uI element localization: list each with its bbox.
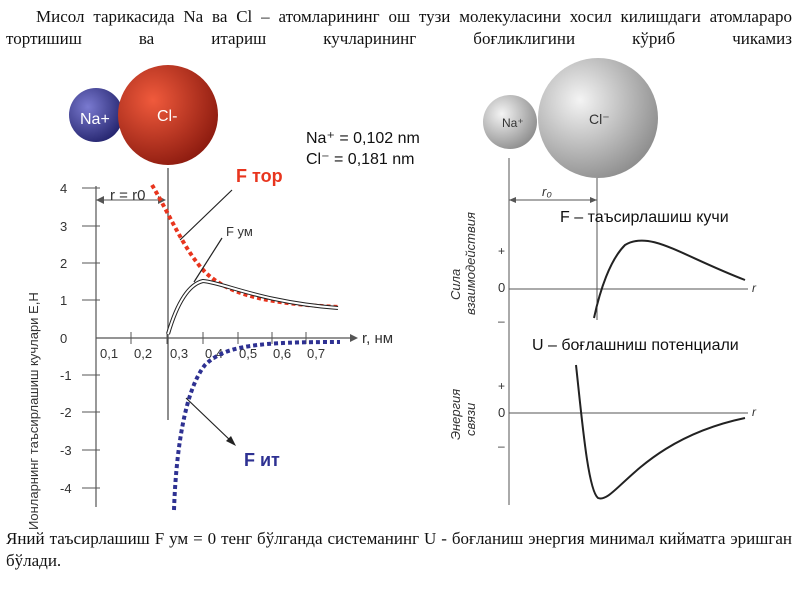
x-tick-0-4: 0,4 bbox=[205, 346, 223, 361]
x-axis-arrow bbox=[350, 334, 358, 342]
x-tick-0-3: 0,3 bbox=[170, 346, 188, 361]
r0-dim-arrow-right bbox=[590, 197, 597, 203]
r0-label: r = r0 bbox=[110, 187, 145, 204]
energy-minus-sign: – bbox=[498, 439, 505, 453]
energy-plus-sign: + bbox=[498, 379, 505, 393]
energy-r-label: r bbox=[752, 405, 757, 419]
cl-ion-grey-ball bbox=[538, 58, 658, 178]
y-tick-2: 2 bbox=[60, 256, 67, 271]
f-um-label: F ум bbox=[226, 224, 253, 239]
cl-radius-text: Cl⁻ = 0,181 nm bbox=[306, 151, 415, 168]
force-axis-title-2: взаимодействия bbox=[463, 212, 478, 315]
energy-zero-label: 0 bbox=[498, 405, 505, 420]
x-ticks bbox=[130, 332, 307, 344]
force-zero-label: 0 bbox=[498, 280, 505, 295]
y-tick-minus-2: -2 bbox=[60, 405, 72, 420]
y-tick-minus-4: -4 bbox=[60, 481, 72, 496]
y-tick-1: 1 bbox=[60, 293, 67, 308]
x-axis-label: r, нм bbox=[362, 330, 393, 347]
y-ticks bbox=[82, 187, 100, 489]
energy-curve bbox=[575, 364, 746, 500]
f-tor-label: F тор bbox=[236, 166, 283, 186]
na-ion-ball bbox=[69, 88, 123, 142]
cl-ion-ball bbox=[118, 65, 218, 165]
y-tick-minus-1: -1 bbox=[60, 368, 72, 383]
x-tick-0-7: 0,7 bbox=[307, 346, 325, 361]
na-ion-grey-label: Na⁺ bbox=[502, 116, 524, 130]
y-tick-3: 3 bbox=[60, 219, 67, 234]
y-tick-4: 4 bbox=[60, 181, 67, 196]
energy-axis-title-1: Энергия bbox=[448, 389, 463, 440]
r0-right-label: r₀ bbox=[542, 184, 552, 199]
force-r-label: r bbox=[752, 281, 757, 295]
conclusion-paragraph: Яний таъсирлашиш F ум = 0 тенг бўлганда … bbox=[6, 529, 792, 570]
force-curve bbox=[593, 239, 746, 319]
f-it-label: F ит bbox=[244, 450, 280, 470]
f-um-pointer bbox=[193, 237, 223, 283]
f-tor-pointer bbox=[179, 189, 233, 241]
x-tick-0-5: 0,5 bbox=[239, 346, 257, 361]
force-label: F – таъсирлашиш кучи bbox=[560, 209, 729, 226]
r0-dim-arrow-left bbox=[509, 197, 516, 203]
na-ion-label: Na+ bbox=[80, 111, 110, 128]
x-tick-0-6: 0,6 bbox=[273, 346, 291, 361]
repulsion-force-curve bbox=[172, 340, 341, 511]
x-tick-0-2: 0,2 bbox=[134, 346, 152, 361]
x-tick-0-1: 0,1 bbox=[100, 346, 118, 361]
y-tick-minus-3: -3 bbox=[60, 443, 72, 458]
f-it-pointer bbox=[185, 397, 233, 443]
na-ion-grey-ball bbox=[483, 95, 537, 149]
force-plus-sign: + bbox=[498, 244, 505, 258]
force-minus-sign: – bbox=[498, 314, 505, 328]
y-axis-label: Ионларнинг таъсирлашиш кучлари Е,Н bbox=[26, 292, 41, 530]
intro-paragraph: Мисол тарикасида Na ва Cl – атомларининг… bbox=[6, 7, 792, 48]
cl-ion-label: Cl- bbox=[157, 108, 177, 125]
energy-axis-title-2: связи bbox=[463, 403, 478, 436]
resultant-force-curve bbox=[167, 279, 339, 335]
force-axis-title-1: Сила bbox=[448, 269, 463, 300]
na-radius-text: Na⁺ = 0,102 nm bbox=[306, 130, 420, 147]
y-tick-0: 0 bbox=[60, 331, 67, 346]
r0-arrow-left bbox=[96, 196, 104, 204]
cl-ion-grey-label: Cl⁻ bbox=[589, 111, 610, 127]
potential-label: U – боғлашниш потенциали bbox=[532, 337, 739, 354]
f-it-arrowhead bbox=[226, 436, 236, 446]
